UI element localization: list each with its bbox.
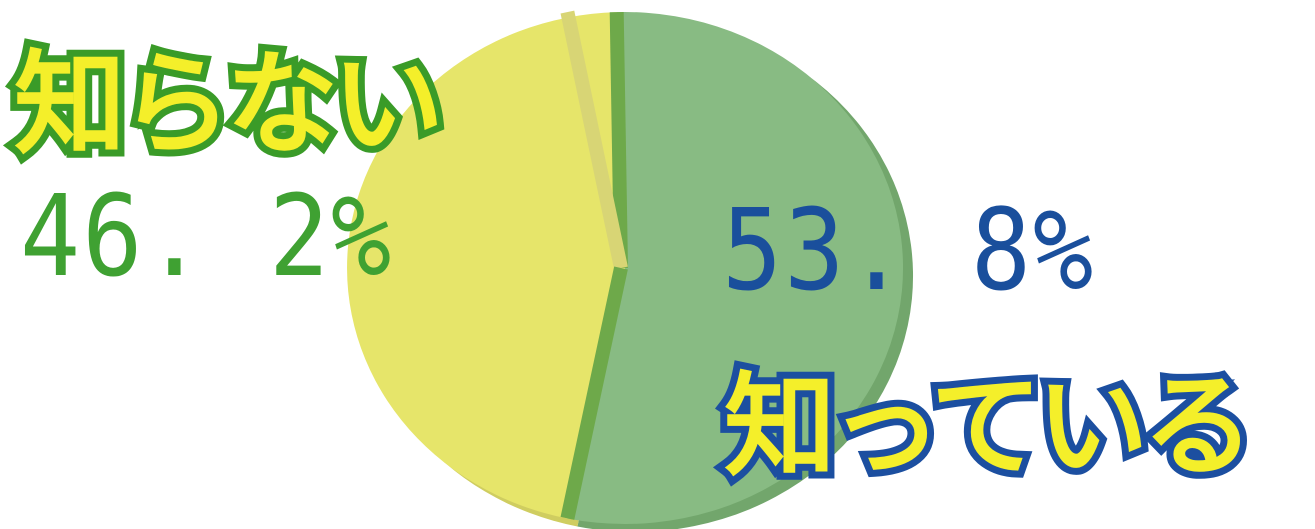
slice-label-shiranai: 知らない [7, 33, 451, 177]
pie-divider-1 [560, 10, 628, 270]
slice-percent-shitteiru: 53. 8% [722, 184, 1096, 317]
slice-label-shitteiru: 知っている [717, 355, 1261, 499]
pie-slice-1 [347, 12, 625, 519]
pie-slice-0 [567, 12, 904, 525]
pie-divider-0 [609, 11, 628, 269]
slice-percent-shiranai: 46. 2% [20, 170, 394, 303]
pie-divider-bottom [560, 266, 628, 520]
